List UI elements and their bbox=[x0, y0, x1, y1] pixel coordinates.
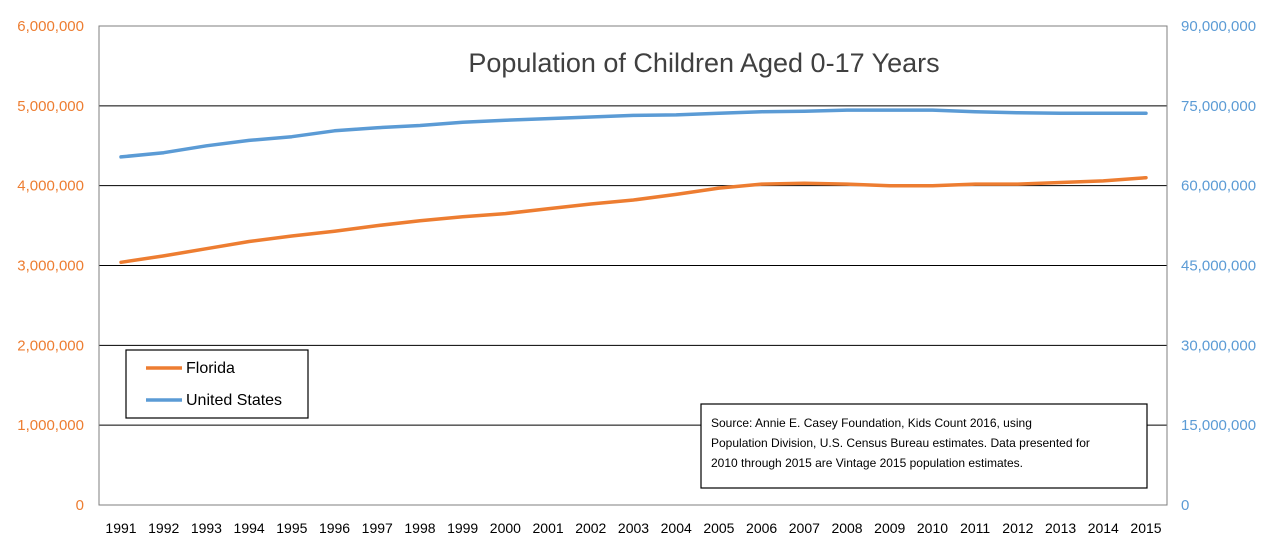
plot-area-border bbox=[98, 25, 1168, 506]
right-axis-ticks: 0 15,000,000 30,000,000 45,000,000 60,000,00… bbox=[1181, 18, 1256, 514]
x-axis-tick-label: 2014 bbox=[1088, 520, 1119, 536]
x-axis-tick-label: 1996 bbox=[319, 520, 350, 536]
source-note-line-3: 2010 through 2015 are Vintage 2015 popul… bbox=[711, 456, 1023, 470]
x-axis-tick-label: 1994 bbox=[234, 520, 265, 536]
series-lines bbox=[119, 108, 1148, 265]
x-axis-tick-label: 2008 bbox=[831, 520, 862, 536]
x-axis-tick-label: 2013 bbox=[1045, 520, 1076, 536]
x-axis-tick-label: 2005 bbox=[703, 520, 734, 536]
right-axis-tick-label: 75,000,000 bbox=[1181, 98, 1256, 115]
x-axis-tick-label: 2015 bbox=[1130, 520, 1161, 536]
left-axis-tick-label: 4,000,000 bbox=[17, 178, 84, 195]
x-axis-ticks: 1991 1992 1993 1994 1995 1996 1997 1998 1999 2000… bbox=[105, 520, 1161, 536]
source-note-box bbox=[700, 403, 1148, 489]
chart-title: Population of Children Aged 0-17 Years bbox=[468, 48, 939, 78]
source-note-line-1: Source: Annie E. Casey Foundation, Kids … bbox=[711, 416, 1032, 430]
x-axis-tick-label: 1997 bbox=[362, 520, 393, 536]
source-note: Source: Annie E. Casey Foundation, Kids … bbox=[700, 403, 1148, 489]
x-axis-tick-label: 2004 bbox=[661, 520, 692, 536]
legend-label-united-states: United States bbox=[186, 392, 282, 409]
legend-label-florida: Florida bbox=[186, 360, 235, 377]
legend-box bbox=[125, 349, 309, 419]
right-axis-tick-label: 60,000,000 bbox=[1181, 178, 1256, 195]
x-axis-tick-label: 2003 bbox=[618, 520, 649, 536]
source-note-line-2: Population Division, U.S. Census Bureau … bbox=[711, 436, 1090, 450]
x-axis-tick-label: 2000 bbox=[490, 520, 521, 536]
x-axis-tick-label: 2006 bbox=[746, 520, 777, 536]
x-axis-tick-label: 1993 bbox=[191, 520, 222, 536]
right-axis-tick-label: 30,000,000 bbox=[1181, 337, 1256, 354]
legend: Florida United States bbox=[125, 349, 309, 419]
left-axis-tick-label: 6,000,000 bbox=[17, 18, 84, 35]
left-axis-tick-label: 0 bbox=[76, 497, 84, 514]
x-axis-tick-label: 1991 bbox=[105, 520, 136, 536]
x-axis-tick-label: 1998 bbox=[404, 520, 435, 536]
right-axis-tick-label: 45,000,000 bbox=[1181, 258, 1256, 275]
x-axis-tick-label: 2001 bbox=[533, 520, 564, 536]
x-axis-tick-label: 1999 bbox=[447, 520, 478, 536]
x-axis-tick-label: 1992 bbox=[148, 520, 179, 536]
x-axis-tick-label: 2009 bbox=[874, 520, 905, 536]
x-axis-tick-label: 2010 bbox=[917, 520, 948, 536]
x-axis-tick-label: 2007 bbox=[789, 520, 820, 536]
series-line-united-states bbox=[119, 108, 1148, 159]
left-axis-ticks: 0 1,000,000 2,000,000 3,000,000 4,000,000 5,0… bbox=[17, 18, 84, 514]
right-axis-tick-label: 15,000,000 bbox=[1181, 417, 1256, 434]
left-axis-tick-label: 5,000,000 bbox=[17, 98, 84, 115]
series-line-florida bbox=[119, 175, 1148, 265]
x-axis-tick-label: 2011 bbox=[960, 520, 990, 536]
right-axis-tick-label: 90,000,000 bbox=[1181, 18, 1256, 35]
left-axis-tick-label: 3,000,000 bbox=[17, 258, 84, 275]
left-axis-tick-label: 1,000,000 bbox=[17, 417, 84, 434]
x-axis-tick-label: 2002 bbox=[575, 520, 606, 536]
right-axis-tick-label: 0 bbox=[1181, 497, 1189, 514]
left-axis-tick-label: 2,000,000 bbox=[17, 337, 84, 354]
x-axis-tick-label: 1995 bbox=[276, 520, 307, 536]
x-axis-tick-label: 2012 bbox=[1002, 520, 1033, 536]
